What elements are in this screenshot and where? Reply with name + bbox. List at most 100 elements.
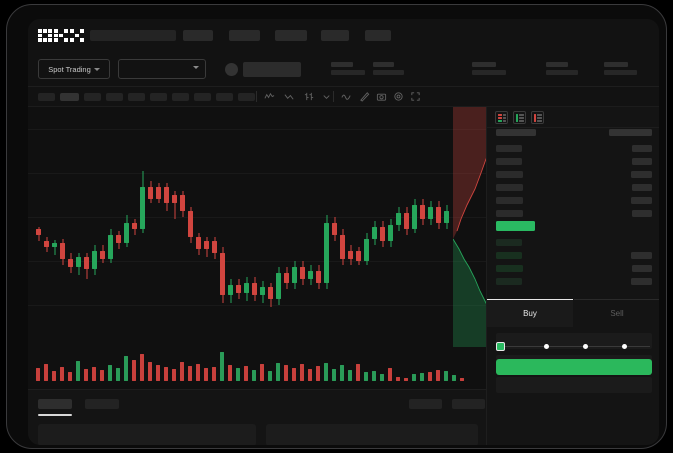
volume-bar [44,364,48,381]
candle [44,107,49,322]
nav-item-3[interactable] [275,30,307,41]
orderbook-bid-row[interactable] [496,265,523,272]
volume-bar [172,369,176,381]
nav-item-2[interactable] [229,30,260,41]
bottom-action-2[interactable] [452,399,485,409]
candle [124,107,129,322]
orderbook-bid-size [631,252,652,259]
trading-mode-dropdown[interactable]: Spot Trading [38,59,110,79]
orderbook-ask-size [631,171,652,178]
orderbook-header-left [496,129,536,136]
tab-sell[interactable]: Sell [574,299,659,327]
chart-interval-2[interactable] [60,93,79,101]
volume-bar [420,373,424,381]
slider-stop[interactable] [544,343,549,349]
chart-interval-10[interactable] [238,93,255,101]
orderbook-mode-both-icon[interactable] [495,111,508,124]
candle [68,107,73,322]
pair-select-dropdown[interactable] [118,59,206,79]
orderbook-ask-row[interactable] [496,171,523,178]
candle [36,107,41,322]
chart-interval-6[interactable] [150,93,167,101]
volume-bar [428,372,432,381]
volume-bar [380,374,384,381]
bottom-action-1[interactable] [409,399,442,409]
bar-chart-icon[interactable] [304,91,315,102]
volume-bar [92,367,96,381]
nav-search-field[interactable] [90,30,176,41]
orderbook-ask-size [632,210,652,217]
orderbook-ask-row[interactable] [496,210,523,217]
candle [60,107,65,322]
orderbook-ask-size [631,197,652,204]
candle [340,107,345,322]
orderbook-bid-row[interactable] [496,278,522,285]
chart-interval-4[interactable] [106,93,123,101]
chart-interval-5[interactable] [128,93,145,101]
order-amount-slider[interactable] [496,341,652,351]
bottom-tab-1[interactable] [38,399,72,409]
slider-handle[interactable] [496,342,505,351]
orderbook-ask-size [632,184,652,191]
candle [100,107,105,322]
chart-interval-7[interactable] [172,93,189,101]
volume-bar [268,371,272,381]
candlestick-chart-icon[interactable] [264,91,275,102]
chart-interval-8[interactable] [194,93,211,101]
nav-item-4[interactable] [321,30,349,41]
candle [420,107,425,322]
line-chart-icon[interactable] [284,91,295,102]
orderbook-ask-row[interactable] [496,184,523,191]
tab-buy[interactable]: Buy [487,299,573,327]
drawing-tools-icon[interactable] [359,91,370,102]
okx-logo[interactable] [38,29,86,42]
volume-bar [52,371,56,381]
volume-bar [276,363,280,381]
chart-interval-1[interactable] [38,93,55,101]
slider-stop[interactable] [622,343,627,349]
volume-bar [236,368,240,381]
order-field-total[interactable] [496,377,652,393]
orderbook-rows[interactable] [487,129,659,299]
order-field-price[interactable] [496,333,652,349]
bottom-panel-left [38,424,256,445]
orders-panel [28,389,486,445]
volume-bar [228,365,232,381]
fullscreen-icon[interactable] [410,91,421,102]
candle [396,107,401,322]
volume-bar [444,371,448,381]
nav-item-5[interactable] [365,30,391,41]
buy-sell-tabs: Buy Sell [487,299,659,327]
volume-bar [404,378,408,381]
candle [172,107,177,322]
candle [204,107,209,322]
chart-interval-9[interactable] [216,93,233,101]
camera-icon[interactable] [376,91,387,102]
candle [260,107,265,322]
volume-bar [356,364,360,381]
settings-gear-icon[interactable] [393,91,404,102]
bottom-tab-2[interactable] [85,399,119,409]
candle [212,107,217,322]
orderbook-mode-bids-icon[interactable] [513,111,526,124]
slider-stop[interactable] [583,343,588,349]
place-order-button[interactable] [496,359,652,375]
candle [348,107,353,322]
orderbook-ask-row[interactable] [496,145,522,152]
volume-bar [156,365,160,381]
volume-bar [188,366,192,381]
chart-interval-3[interactable] [84,93,101,101]
orderbook-mode-asks-icon[interactable] [531,111,544,124]
chart-toolbar [28,87,659,107]
chevron-down-icon[interactable] [321,91,332,102]
orderbook-ask-row[interactable] [496,197,523,204]
orderbook-bid-row[interactable] [496,252,522,259]
indicators-icon[interactable] [341,91,352,102]
volume-bar [204,368,208,381]
chevron-down-icon [193,66,199,69]
orderbook-ask-row[interactable] [496,158,522,165]
volume-bar [412,374,416,381]
nav-item-1[interactable] [183,30,213,41]
orderbook-bid-row[interactable] [496,239,522,246]
price-chart[interactable] [28,107,486,389]
